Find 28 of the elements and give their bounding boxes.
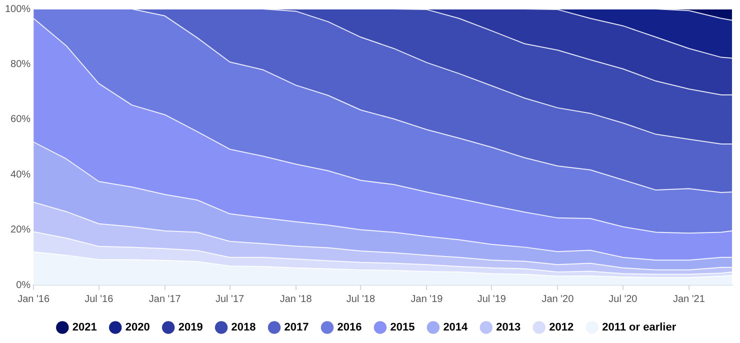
x-tick-label: Jul '20 [608,294,638,305]
legend-label: 2012 [549,322,574,334]
legend-label: 2016 [337,322,362,334]
legend-label: 2015 [390,322,415,334]
legend-label: 2017 [284,322,309,334]
y-tick-label: 80% [10,58,31,70]
y-tick-label: 20% [10,224,31,236]
x-tick-label: Jan '16 [18,294,50,305]
legend-label: 2020 [125,322,150,334]
legend-label: 2021 [72,322,97,334]
x-tick-label: Jan '19 [410,294,444,305]
x-tick-label: Jan '20 [542,294,574,305]
y-tick-label: 60% [10,114,31,126]
x-tick-label: Jan '17 [148,294,182,305]
legend-label: 2013 [496,322,521,334]
x-tick-label: Jul '19 [477,294,506,305]
y-tick-label: 40% [10,169,31,180]
x-tick-label: Jan '21 [672,294,706,305]
y-tick-label: 100% [5,4,31,15]
y-tick-label: 0% [16,280,31,291]
x-tick-label: Jul '16 [84,294,114,305]
x-tick-label: Jul '18 [346,294,376,305]
legend-label: 2019 [178,322,203,334]
legend-label: 2018 [231,322,256,334]
x-tick-label: Jan '18 [280,294,312,305]
legend-label: 2014 [443,322,469,334]
x-tick-label: Jul '17 [216,294,245,305]
legend-label: 2011 or earlier [602,322,677,334]
